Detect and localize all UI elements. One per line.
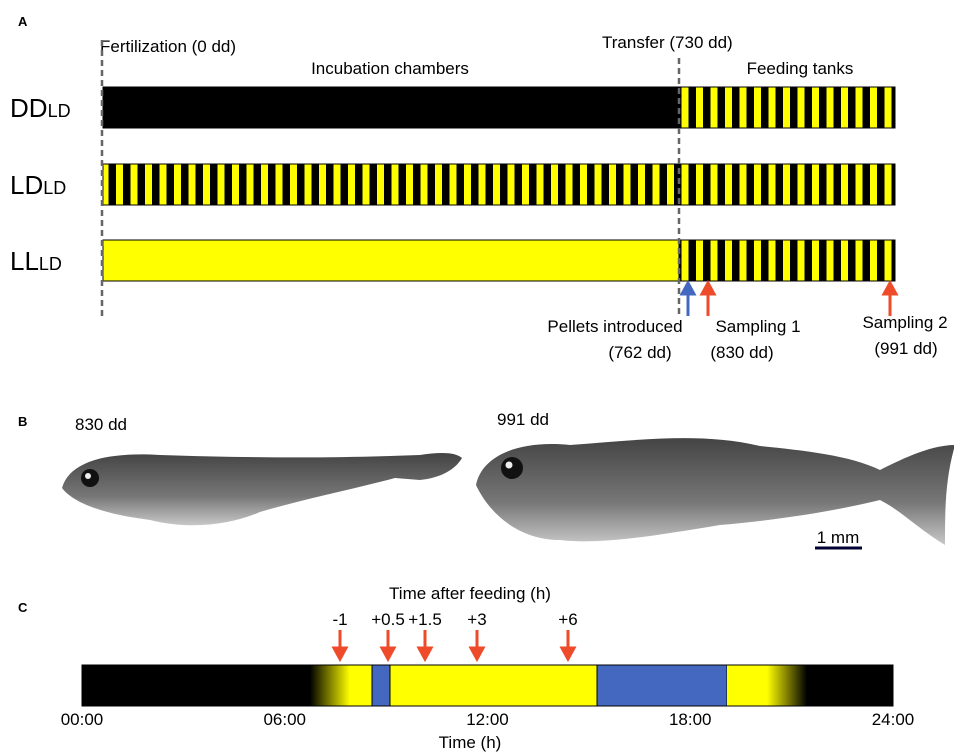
arrow-label: +1.5 — [408, 610, 442, 629]
row-main: LL — [10, 246, 39, 276]
figure: A Fertilization (0 dd) Transfer (730 dd)… — [0, 0, 954, 753]
arrow-label: +0.5 — [371, 610, 405, 629]
fish-small — [62, 453, 462, 525]
arrow-red — [382, 630, 394, 659]
event-label: (830 dd) — [710, 343, 773, 362]
day-bar — [82, 665, 893, 706]
panel-c-title: Time after feeding (h) — [389, 584, 551, 603]
feeding-segment — [679, 87, 895, 128]
row-label: LDLD — [10, 170, 66, 200]
feeding-arrows: -1 +0.5+1.5 +3 +6 — [332, 610, 577, 659]
arrow-red — [702, 283, 714, 316]
row-sub: LD — [48, 101, 71, 121]
incubation-segment — [103, 87, 679, 128]
transfer-label: Transfer (730 dd) — [602, 33, 733, 52]
row-sub: LD — [43, 178, 66, 198]
fish-label: 830 dd — [75, 415, 127, 434]
tick-label: 18:00 — [669, 710, 712, 729]
feeding-label: Feeding tanks — [747, 59, 854, 78]
arrow-red — [562, 630, 574, 659]
event-label: (991 dd) — [874, 339, 937, 358]
panel-label: B — [18, 414, 27, 429]
arrow-red — [334, 630, 346, 659]
row-main: DD — [10, 93, 48, 123]
tick-label: 24:00 — [872, 710, 915, 729]
row-label: LLLD — [10, 246, 62, 276]
arrow-blue — [682, 283, 694, 316]
time-ticks: 00:00 06:00 12:00 18:00 24:00 — [61, 710, 915, 729]
event-label: Sampling 2 — [862, 313, 947, 332]
tick-label: 00:00 — [61, 710, 104, 729]
row-sub: LD — [39, 254, 62, 274]
event-label: Sampling 1 — [715, 317, 800, 336]
arrow-red — [419, 630, 431, 659]
event-label: (762 dd) — [608, 343, 671, 362]
panel-label: A — [18, 14, 28, 29]
arrow-label: -1 — [332, 610, 347, 629]
incubation-segment — [103, 164, 679, 205]
arrow-red — [471, 630, 483, 659]
fertilization-label: Fertilization (0 dd) — [100, 37, 236, 56]
incubation-label: Incubation chambers — [311, 59, 469, 78]
event-arrows — [682, 283, 896, 316]
scale-label: 1 mm — [817, 528, 860, 547]
feeding-segment — [679, 164, 895, 205]
arrow-red — [884, 283, 896, 316]
axis-title: Time (h) — [439, 733, 502, 752]
event-label: Pellets introduced — [547, 317, 682, 336]
panel-label: C — [18, 600, 28, 615]
arrow-label: +3 — [467, 610, 486, 629]
tick-label: 06:00 — [263, 710, 306, 729]
incubation-segment — [103, 240, 679, 281]
feeding-segment — [679, 240, 895, 281]
tick-label: 12:00 — [466, 710, 509, 729]
fish-large — [476, 438, 954, 545]
fish-label: 991 dd — [497, 410, 549, 429]
row-main: LD — [10, 170, 43, 200]
row-label: DDLD — [10, 93, 71, 123]
arrow-label: +6 — [558, 610, 577, 629]
